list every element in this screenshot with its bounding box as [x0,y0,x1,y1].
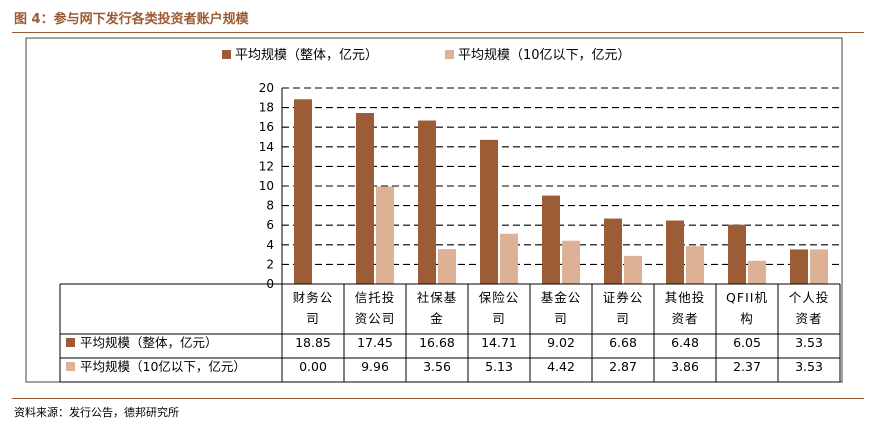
y-tick-label: 4 [266,238,274,252]
bar-2 [562,240,580,284]
table-cell-value: 6.68 [609,335,637,350]
bar-1 [542,195,560,284]
bar-2 [500,233,518,284]
table-cell-value: 4.42 [547,359,575,374]
figure-title: 图 4：参与网下发行各类投资者账户规模 [14,12,249,27]
legend-label: 平均规模（整体，亿元） [235,48,378,63]
y-tick-label: 10 [259,179,274,193]
category-label: 资者 [671,311,698,326]
table-cell-value: 3.53 [795,359,823,374]
legend-swatch [222,50,231,59]
top-rule [12,32,864,33]
category-label: 财务公 [293,290,334,305]
bar-2 [376,186,394,284]
table-cell-value: 3.53 [795,335,823,350]
category-label: 金 [430,311,444,326]
legend-swatch [445,50,454,59]
bar-1 [356,112,374,285]
category-label: 信托投 [355,290,396,305]
bar-1 [790,249,808,284]
table-row-swatch [66,338,75,347]
table-row-swatch [66,362,75,371]
category-label: 司 [616,311,630,326]
table-row-label: 平均规模（整体，亿元） [80,335,218,350]
category-label: 保险公 [479,290,520,305]
y-tick-label: 20 [259,81,274,95]
table-cell-value: 2.37 [733,359,761,374]
y-tick-label: 16 [259,120,274,134]
bar-2 [624,255,642,284]
table-cell-value: 5.13 [485,359,513,374]
bar-2 [686,246,704,284]
bar-1 [728,224,746,284]
y-tick-label: 14 [259,140,274,154]
category-label: 构 [740,311,754,326]
bar-2 [748,260,766,284]
bar-2 [810,249,828,284]
category-label: 司 [492,311,506,326]
table-cell-value: 9.96 [361,359,389,374]
source-note: 资料来源：发行公告，德邦研究所 [14,406,179,419]
table-cell-value: 9.02 [547,335,575,350]
table-cell-value: 6.48 [671,335,699,350]
category-label: 司 [306,311,320,326]
table-cell-value: 17.45 [357,335,393,350]
y-tick-label: 12 [259,159,274,173]
bottom-rule [12,398,864,399]
bar-2 [438,249,456,284]
table-cell-value: 3.86 [671,359,699,374]
bar-1 [418,120,436,284]
category-label: 其他投 [665,290,706,305]
category-label: 资公司 [355,311,396,326]
table-cell-value: 16.68 [419,335,455,350]
category-label: 资者 [795,311,822,326]
bar-1 [666,220,684,284]
table-cell-value: 14.71 [481,335,517,350]
category-label: 个人投 [789,290,830,305]
table-cell-value: 6.05 [733,335,761,350]
table-cell-value: 18.85 [295,335,331,350]
category-label: 社保基 [417,290,458,305]
bar-1 [604,218,622,284]
category-label: 证券公 [603,290,644,305]
table-cell-value: 0.00 [299,359,327,374]
y-tick-label: 2 [266,257,274,271]
category-label: QFII机 [726,290,768,305]
category-label: 基金公 [541,290,582,305]
bar-1 [480,139,498,284]
y-tick-label: 6 [266,218,274,232]
table-row-label: 平均规模（10亿以下，亿元） [80,359,246,374]
legend-label: 平均规模（10亿以下，亿元） [458,48,631,63]
category-label: 司 [554,311,568,326]
y-tick-label: 8 [266,199,274,213]
table-cell-value: 2.87 [609,359,637,374]
bar-1 [294,99,312,285]
y-tick-label: 18 [259,101,274,115]
table-cell-value: 3.56 [423,359,451,374]
